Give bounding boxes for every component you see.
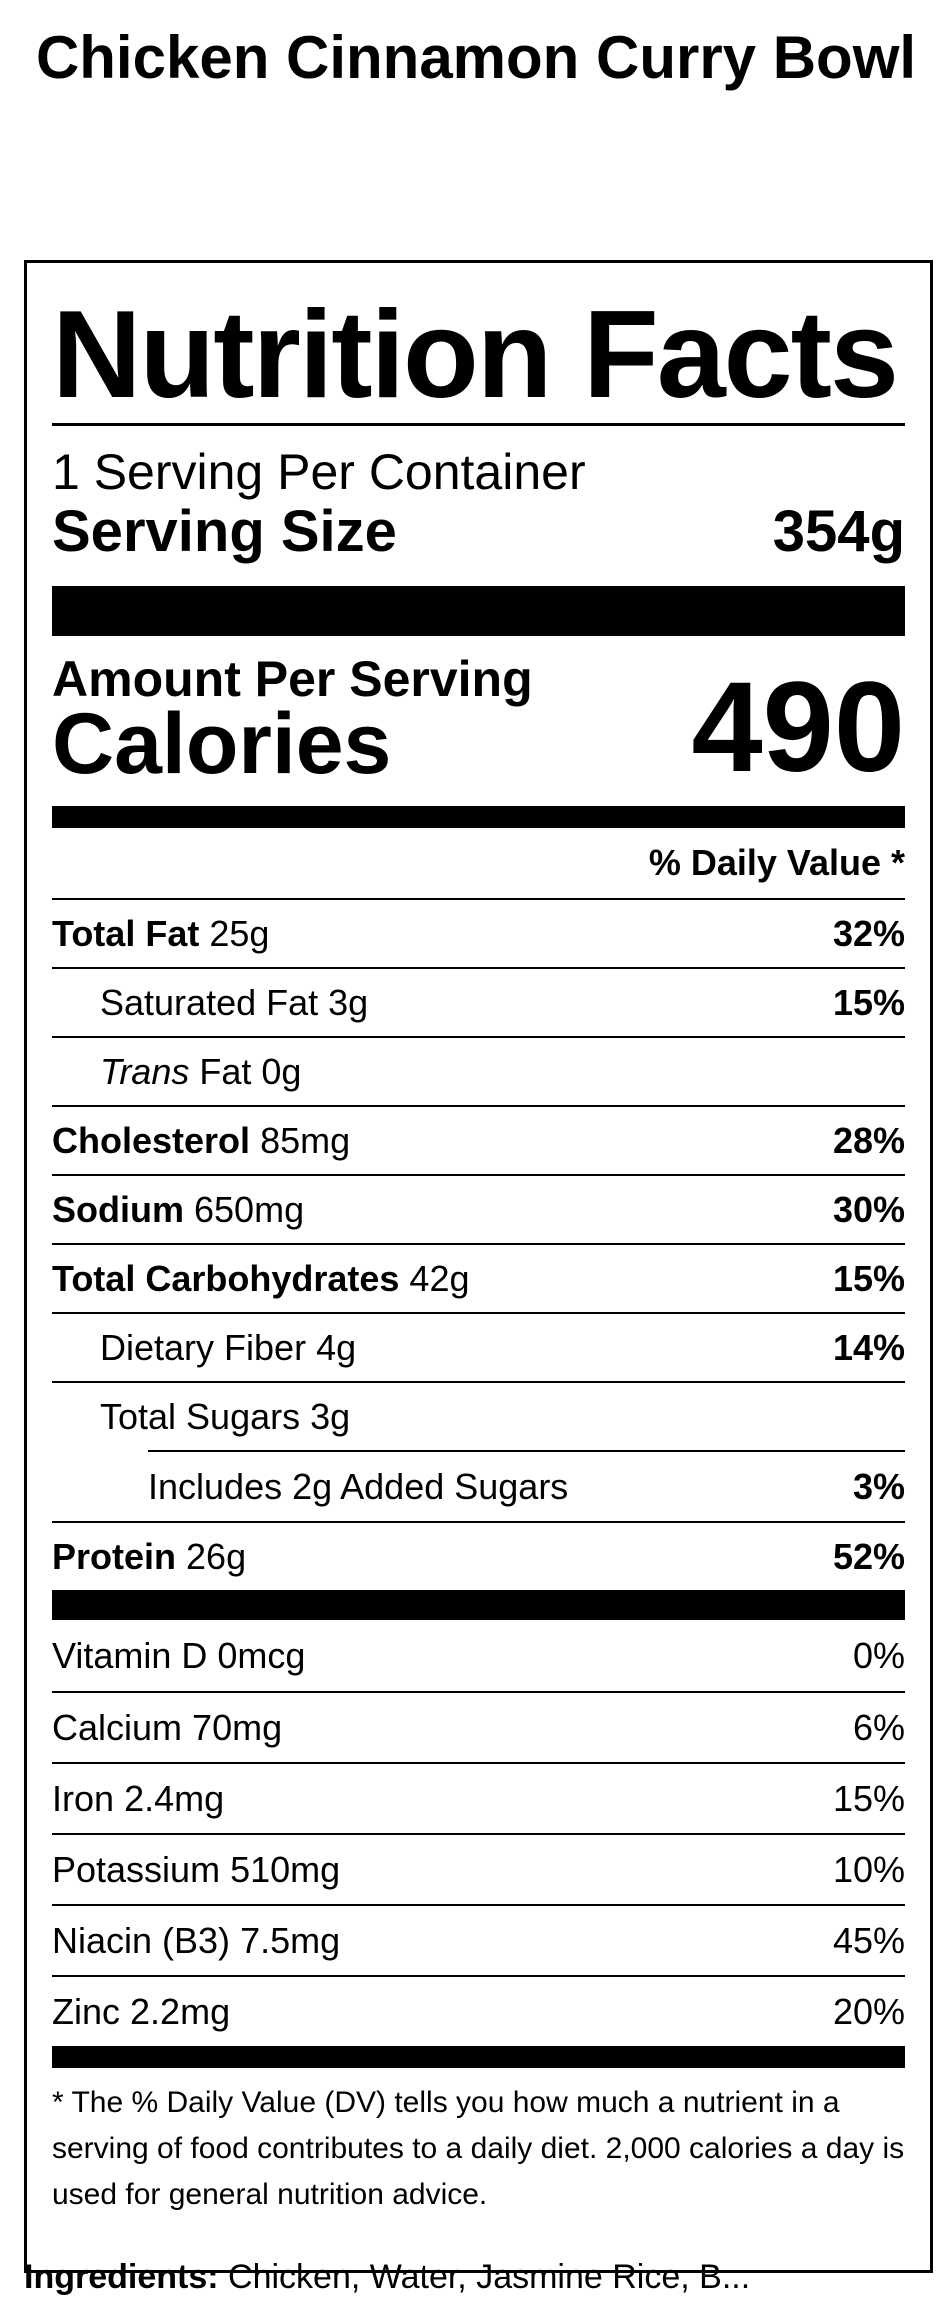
calories-value: 490 [691,656,905,799]
vitamin-dv: 10% [832,1848,905,1890]
calories-label: Calories [52,696,392,792]
nutrient-row-total-carbohydrates: Total Carbohydrates 42g 15% [52,1243,905,1312]
nutrient-name: Dietary Fiber [100,1326,307,1368]
nutrient-row-sodium: Sodium 650mg 30% [52,1174,905,1243]
nutrient-dv: 52% [832,1535,905,1577]
nutrient-amount: 26g [186,1535,247,1577]
serving-divider-bar [52,586,905,636]
vitamin-row-zinc: Zinc 2.2mg 20% [52,1975,905,2046]
vitamin-dv: 6% [852,1706,905,1748]
page-title: Chicken Cinnamon Curry Bowl [35,24,917,91]
nutrient-dv: 14% [832,1326,905,1368]
serving-size-row: Serving Size 354g [52,500,905,564]
nutrient-row-saturated-fat: Saturated Fat 3g 15% [52,967,905,1036]
nutrient-row-protein: Protein 26g 52% [52,1521,905,1590]
nutrient-amount: 0g [261,1050,302,1092]
vitamin-name: Calcium [52,1706,183,1748]
ingredients-label: Ingredients: [24,2258,219,2296]
nutrient-name-italic: Trans [100,1050,190,1092]
vitamin-row-potassium: Potassium 510mg 10% [52,1833,905,1904]
vitamin-name: Niacin (B3) [52,1919,231,1961]
footnote-divider-bar [52,2046,905,2068]
nutrition-facts-label: Nutrition Facts 1 Serving Per Container … [24,260,933,2273]
nutrient-name: Sodium [52,1188,184,1230]
vitamin-row-iron: Iron 2.4mg 15% [52,1762,905,1833]
nutrient-row-total-sugars: Total Sugars 3g [52,1381,905,1450]
ingredients-text: Chicken, Water, Jasmine Rice, B... [228,2258,751,2296]
servings-per-container: 1 Serving Per Container [52,444,586,500]
nutrient-name: Cholesterol [52,1119,251,1161]
nutrient-name: Protein [52,1535,177,1577]
nutrient-name: Total Fat [52,912,200,954]
nutrient-name: Includes 2g Added Sugars [148,1465,569,1507]
nutrient-row-cholesterol: Cholesterol 85mg 28% [52,1105,905,1174]
vitamin-name: Zinc [52,1990,121,2032]
nutrient-dv: 15% [832,981,905,1023]
vitamins-divider-bar [52,1590,905,1620]
nutrient-amount: 25g [209,912,270,954]
vitamin-amount: 2.2mg [130,1990,231,2032]
vitamin-dv: 15% [832,1777,905,1819]
serving-size-value: 354g [772,499,905,564]
vitamin-name: Vitamin D [52,1634,208,1676]
vitamin-row-calcium: Calcium 70mg 6% [52,1691,905,1762]
nutrient-name: Fat [199,1050,252,1092]
nutrient-row-added-sugars: Includes 2g Added Sugars 3% [52,1452,905,1521]
nutrient-row-trans-fat: Trans Fat 0g [52,1036,905,1105]
nutrient-row-total-fat: Total Fat 25g 32% [52,898,905,967]
nutrient-dv: 3% [852,1465,905,1507]
vitamin-amount: 2.4mg [124,1777,225,1819]
daily-value-footnote: * The % Daily Value (DV) tells you how m… [52,2086,905,2211]
vitamin-dv: 20% [832,1990,905,2032]
nutrient-name: Total Carbohydrates [52,1257,400,1299]
vitamin-name: Potassium [52,1848,221,1890]
nutrient-name: Saturated Fat [100,981,319,1023]
vitamin-dv: 45% [832,1919,905,1961]
nutrient-dv: 28% [832,1119,905,1161]
ingredients-line: Ingredients: Chicken, Water, Jasmine Ric… [24,2258,750,2297]
nutrition-facts-heading: Nutrition Facts [52,286,899,424]
nutrient-amount: 4g [316,1326,357,1368]
nutrient-dv: 15% [832,1257,905,1299]
amount-per-serving: Amount Per Serving [52,651,533,707]
added-sugars-divider [148,1450,905,1452]
serving-size-label: Serving Size [52,499,397,564]
nutrient-amount: 650mg [194,1188,305,1230]
nutrient-amount: 42g [409,1257,470,1299]
vitamin-row-niacin: Niacin (B3) 7.5mg 45% [52,1904,905,1975]
nutrient-row-dietary-fiber: Dietary Fiber 4g 14% [52,1312,905,1381]
nutrient-amount: 3g [310,1395,351,1437]
vitamin-dv: 0% [852,1634,905,1676]
vitamin-row-vitamin-d: Vitamin D 0mcg 0% [52,1620,905,1691]
nutrient-dv: 32% [832,912,905,954]
nutrient-dv: 30% [832,1188,905,1230]
nutrient-amount: 3g [328,981,369,1023]
vitamin-amount: 7.5mg [240,1919,341,1961]
vitamin-amount: 0mcg [217,1634,306,1676]
vitamin-amount: 70mg [192,1706,283,1748]
nutrient-name: Total Sugars [100,1395,301,1437]
vitamin-name: Iron [52,1777,115,1819]
vitamin-amount: 510mg [230,1848,341,1890]
daily-value-header: % Daily Value * [648,842,905,883]
nutrient-amount: 85mg [260,1119,351,1161]
calories-divider-bar [52,806,905,828]
heading-divider [52,423,905,426]
calories-block: Amount Per Serving Calories 490 [52,636,905,806]
